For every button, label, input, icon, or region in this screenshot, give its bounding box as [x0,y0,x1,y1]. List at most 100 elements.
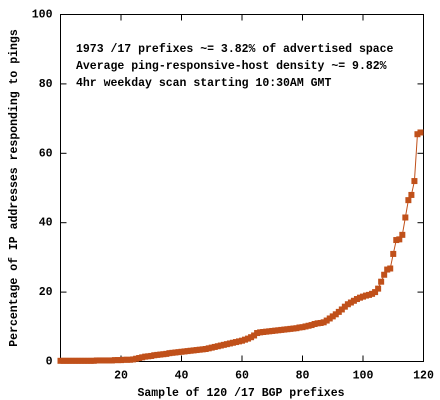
data-point [245,335,252,342]
x-axis-label: Sample of 120 /17 BGP prefixes [137,387,344,400]
x-tick-label: 120 [413,370,434,383]
data-point [378,278,385,285]
x-tick-label: 100 [353,370,374,383]
y-tick-label: 60 [39,147,53,160]
data-point [60,357,67,364]
data-point [96,357,103,364]
data-point [414,131,421,138]
data-point [269,327,276,334]
data-point [184,348,191,355]
data-point [239,337,245,344]
data-point [344,301,351,308]
data-point [93,357,100,364]
data-point [124,356,131,363]
data-point [347,299,354,306]
data-point [320,319,327,326]
data-point [293,325,300,332]
data-point [90,357,97,364]
data-point [160,351,167,358]
data-point [105,357,112,364]
data-point [118,357,124,364]
data-point [417,129,424,136]
data-point [287,325,294,332]
data-point [302,323,309,330]
data-point [272,327,279,334]
data-point [78,357,85,364]
data-point [332,311,339,318]
data-point [290,325,297,332]
data-point [229,339,236,346]
x-tick-label: 20 [114,370,128,383]
data-point [235,338,242,345]
data-point [139,354,146,361]
data-point [366,291,373,298]
data-point [99,357,106,364]
data-point [317,319,324,326]
data-point [278,326,285,333]
data-point [190,347,197,354]
data-point [181,348,188,355]
data-point [408,191,415,198]
data-line [60,132,421,362]
data-point [166,350,173,357]
data-point [311,321,318,328]
data-point [257,329,264,336]
data-point [384,266,391,273]
data-point [214,343,221,350]
data-point [263,328,270,335]
x-tick-label: 60 [235,370,249,383]
data-point [199,346,206,353]
data-point [111,357,118,364]
data-point [196,346,203,353]
data-point [390,250,397,257]
data-point [254,330,261,337]
data-point [148,352,155,359]
data-point [127,356,134,363]
data-point [402,214,409,221]
data-point [130,356,137,363]
data-point [136,355,143,362]
data-point [323,317,330,324]
annotation: Average ping-responsive-host density ~= … [76,60,387,73]
data-point [87,357,94,364]
data-point [172,349,179,356]
data-point [393,237,400,244]
annotation: 4hr weekday scan starting 10:30AM GMT [76,77,331,90]
data-point [260,329,267,336]
data-point [211,343,218,350]
annotation: 1973 /17 prefixes ~= 3.82% of advertised… [76,43,394,56]
data-point [296,324,303,331]
data-point [399,231,406,238]
data-point [66,357,73,364]
data-point [338,306,345,313]
data-point [369,290,376,297]
data-point [242,336,249,343]
data-point [356,294,363,301]
data-point [381,271,388,278]
data-point [75,357,82,364]
data-point [372,289,379,296]
data-point [411,178,418,185]
data-point [154,351,161,358]
data-point [284,326,291,333]
data-point [350,297,357,304]
data-point [151,352,158,359]
data-point [121,356,128,363]
data-point [275,327,282,334]
data-point [326,315,333,322]
data-point [226,340,233,347]
data-point [81,357,88,364]
data-point [363,292,370,299]
data-point [405,197,412,204]
data-point [248,334,255,341]
data-point [305,322,312,329]
y-axis-label: Percentage of IP addresses responding to… [8,29,21,347]
data-point [157,351,164,358]
data-point [202,346,209,353]
data-point [360,293,366,300]
data-point [84,357,91,364]
data-point [205,345,212,352]
y-tick-label: 20 [39,286,53,299]
data-point [169,349,176,356]
